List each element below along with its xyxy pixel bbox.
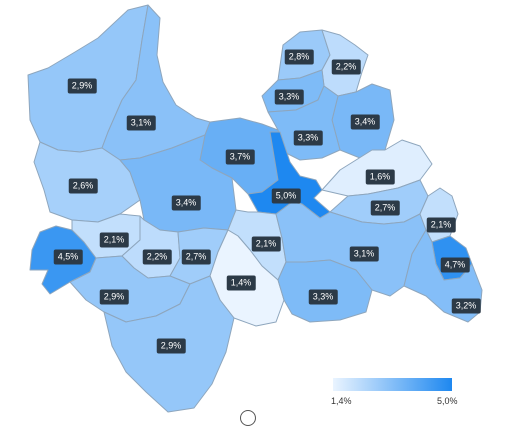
region-label: 2,6% bbox=[68, 178, 98, 194]
legend-max-label: 5,0% bbox=[437, 396, 458, 406]
region-label: 2,7% bbox=[370, 200, 400, 216]
legend-color-scale bbox=[333, 378, 452, 391]
region-label: 3,7% bbox=[225, 149, 255, 165]
region-label: 4,7% bbox=[440, 257, 470, 273]
region-label: 2,2% bbox=[331, 59, 361, 75]
region-label: 3,2% bbox=[451, 298, 481, 314]
region-label: 3,4% bbox=[350, 114, 380, 130]
region-label: 2,7% bbox=[181, 249, 211, 265]
region-layer bbox=[27, 4, 483, 413]
region-label: 2,9% bbox=[99, 289, 129, 305]
region-label: 1,6% bbox=[365, 169, 395, 185]
region-label: 3,1% bbox=[126, 115, 156, 131]
region-label: 2,9% bbox=[156, 338, 186, 354]
region-label: 2,9% bbox=[67, 78, 97, 94]
circle-icon bbox=[240, 410, 256, 426]
region-label: 2,1% bbox=[426, 217, 456, 233]
region-label: 2,2% bbox=[142, 249, 172, 265]
region-label: 3,1% bbox=[349, 246, 379, 262]
region-label: 4,5% bbox=[53, 249, 83, 265]
region-label: 5,0% bbox=[271, 188, 301, 204]
region-label: 2,8% bbox=[284, 49, 314, 65]
region-label: 3,3% bbox=[293, 130, 323, 146]
region-label: 2,1% bbox=[99, 232, 129, 248]
region-label: 3,4% bbox=[171, 195, 201, 211]
legend-min-label: 1,4% bbox=[331, 396, 352, 406]
region-label: 3,3% bbox=[308, 289, 338, 305]
region-label: 3,3% bbox=[274, 89, 304, 105]
region-label: 1,4% bbox=[226, 275, 256, 291]
region-label: 2,1% bbox=[251, 236, 281, 252]
